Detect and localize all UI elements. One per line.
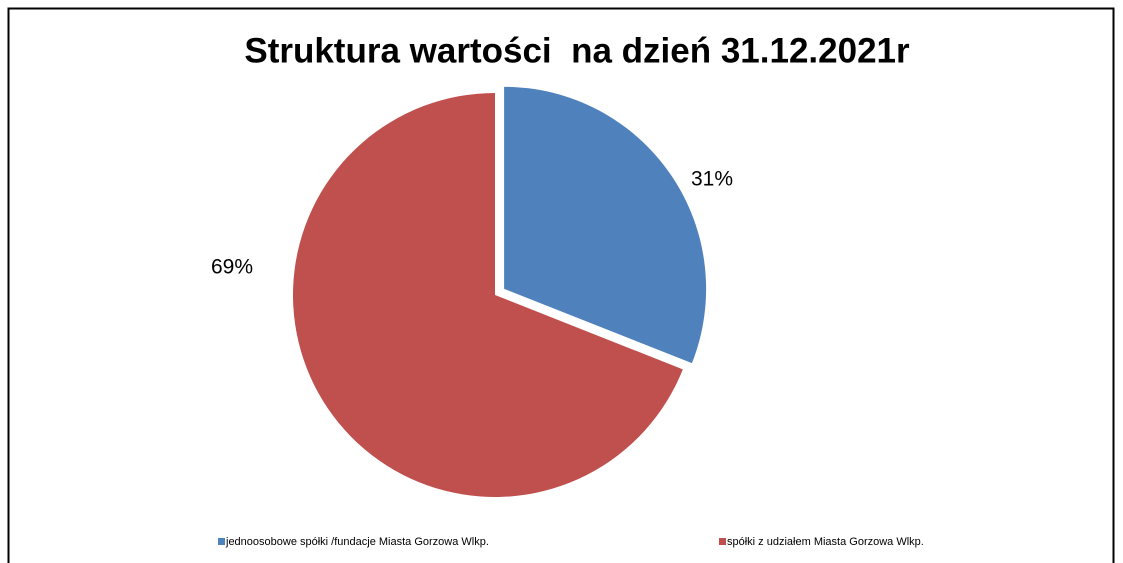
legend-swatch	[719, 538, 726, 545]
legend-label: jednoosobowe spółki /fundacje Miasta Gor…	[225, 536, 489, 548]
pie-slice	[293, 93, 683, 497]
pie-slice	[504, 86, 707, 364]
legend-label: spółki z udziałem Miasta Gorzowa Wlkp.	[727, 536, 924, 548]
chart-title: Struktura wartości na dzień 31.12.2021r	[244, 31, 910, 70]
data-label: 31%	[691, 168, 733, 191]
legend-swatch	[218, 538, 225, 545]
data-label: 69%	[211, 256, 253, 279]
